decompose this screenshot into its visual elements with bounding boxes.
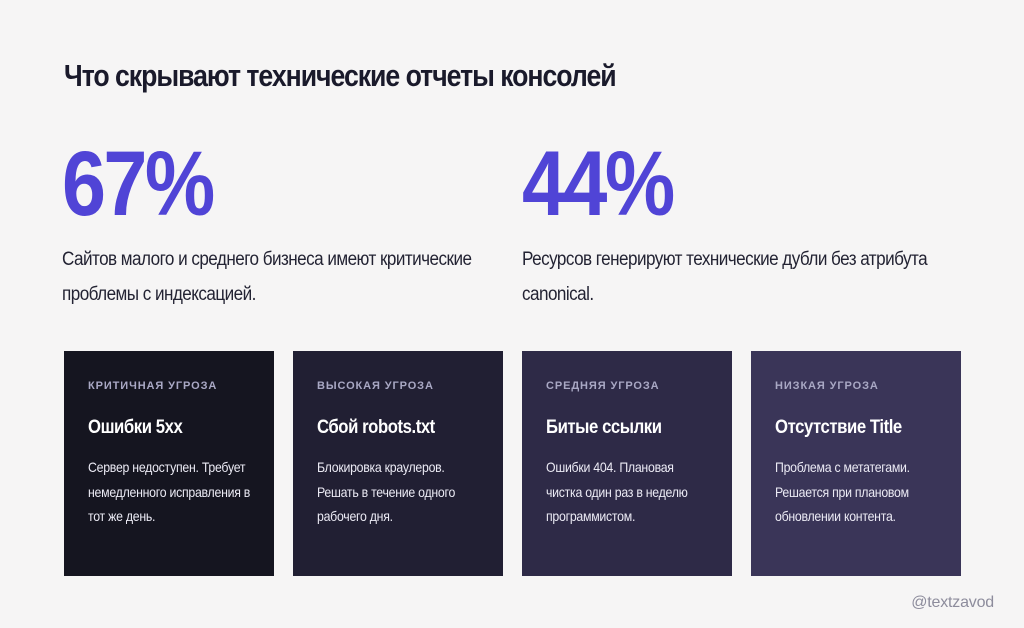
card-text: Блокировка краулеров. Решать в течение о… (317, 459, 456, 524)
stat-description: Ресурсов генерируют технические дубли бе… (522, 249, 928, 305)
card-label: ВЫСОКАЯ УГРОЗА (317, 380, 434, 392)
card-text: Проблема с метатегами. Решается при план… (775, 459, 910, 524)
stat-block-1: 67% Сайтов малого и среднего бизнеса име… (62, 138, 502, 312)
stat-block-2: 44% Ресурсов генерируют технические дубл… (522, 138, 962, 312)
card-title: Битые ссылки (546, 417, 662, 438)
card-label: КРИТИЧНАЯ УГРОЗА (88, 380, 218, 392)
card-medium: СРЕДНЯЯ УГРОЗА Битые ссылки Ошибки 404. … (522, 351, 732, 576)
stat-value: 67% (62, 133, 215, 235)
card-text: Ошибки 404. Плановая чистка один раз в н… (546, 459, 688, 524)
card-high: ВЫСОКАЯ УГРОЗА Сбой robots.txt Блокировк… (293, 351, 503, 576)
card-title: Отсутствие Title (775, 417, 902, 438)
author-handle: @textzavod (911, 594, 994, 611)
card-title: Сбой robots.txt (317, 417, 435, 438)
card-low: НИЗКАЯ УГРОЗА Отсутствие Title Проблема … (751, 351, 961, 576)
page-title: Что скрывают технические отчеты консолей (64, 58, 617, 93)
stat-value: 44% (522, 133, 675, 235)
stat-description: Сайтов малого и среднего бизнеса имеют к… (62, 249, 472, 305)
card-critical: КРИТИЧНАЯ УГРОЗА Ошибки 5xx Сервер недос… (64, 351, 274, 576)
card-label: СРЕДНЯЯ УГРОЗА (546, 380, 660, 392)
card-text: Сервер недоступен. Требует немедленного … (88, 459, 251, 524)
card-title: Ошибки 5xx (88, 417, 183, 438)
card-label: НИЗКАЯ УГРОЗА (775, 380, 879, 392)
